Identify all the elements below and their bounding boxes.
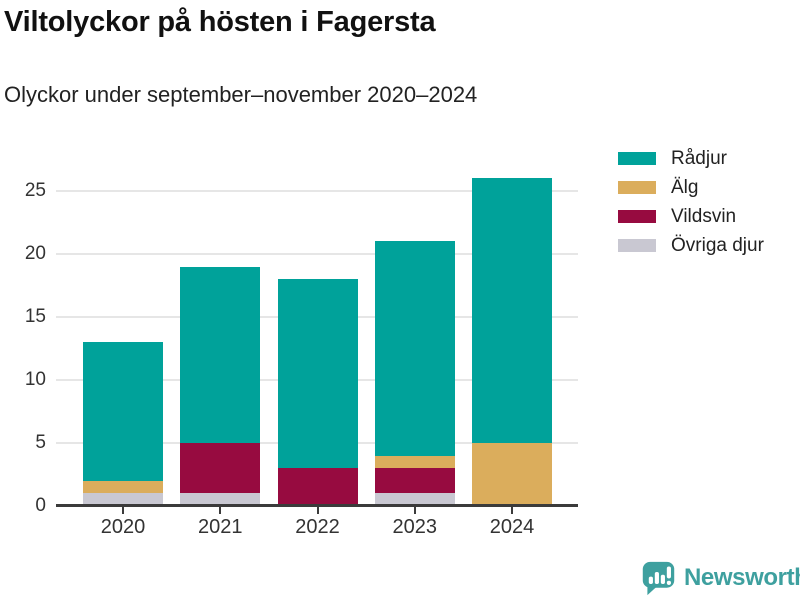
legend-swatch — [618, 239, 656, 252]
legend-label: Älg — [671, 176, 699, 198]
legend-item: Vildsvin — [618, 202, 764, 231]
plot-area — [56, 150, 578, 506]
x-axis-tick-label: 2023 — [392, 516, 438, 538]
legend-swatch — [618, 152, 656, 165]
y-axis-tick-label: 0 — [35, 495, 46, 516]
legend-item: Älg — [618, 173, 764, 202]
bar-segment — [374, 455, 455, 469]
bar-segment — [277, 468, 358, 506]
bar-segment — [83, 493, 163, 506]
bar-segment — [180, 493, 261, 506]
x-axis-tick-label: 2021 — [198, 516, 243, 538]
y-axis-tick-label: 20 — [24, 243, 46, 264]
x-axis-tick — [219, 507, 222, 514]
x-axis-tick-label: 2020 — [100, 516, 146, 538]
bar-segment — [180, 266, 261, 443]
y-axis-tick-label: 10 — [24, 369, 46, 390]
y-axis-tick-label: 5 — [35, 432, 46, 453]
legend-swatch — [618, 181, 656, 194]
legend-label: Vildsvin — [671, 205, 737, 227]
legend: Rådjur Älg Vildsvin Övriga djur — [618, 144, 764, 260]
y-axis-tick-label: 15 — [24, 306, 46, 327]
legend-label: Övriga djur — [671, 234, 764, 256]
legend-item: Övriga djur — [618, 231, 764, 260]
bar-segment — [83, 480, 163, 494]
y-axis-tick-label: 25 — [24, 180, 46, 201]
bar-segment — [374, 241, 455, 456]
legend-item: Rådjur — [618, 144, 764, 173]
gridline — [56, 253, 578, 255]
x-axis-tick — [413, 507, 416, 514]
legend-label: Rådjur — [671, 147, 727, 169]
x-axis-tick — [511, 507, 513, 514]
x-axis-tick-label: 2024 — [489, 516, 535, 538]
newsworthy-logo-icon — [642, 561, 675, 596]
bar-segment — [277, 279, 358, 469]
newsworthy-logo-text: Newsworthy — [684, 564, 800, 591]
x-axis-tick — [316, 507, 319, 514]
x-axis-tick — [122, 507, 124, 514]
bar-segment — [374, 493, 455, 506]
bar-segment — [472, 443, 552, 506]
chart-subtitle: Olyckor under september–november 2020–20… — [4, 82, 478, 107]
gridline — [56, 190, 578, 192]
newsworthy-logo: Newsworthy — [640, 559, 800, 597]
bar-segment — [472, 178, 552, 443]
bar-segment — [374, 468, 455, 494]
chart-title: Viltolyckor på hösten i Fagersta — [4, 6, 436, 38]
x-axis-line — [56, 504, 578, 507]
bar-segment — [83, 342, 163, 481]
bar-segment — [180, 443, 261, 494]
x-axis-tick-label: 2022 — [295, 516, 340, 538]
legend-swatch — [618, 210, 656, 223]
